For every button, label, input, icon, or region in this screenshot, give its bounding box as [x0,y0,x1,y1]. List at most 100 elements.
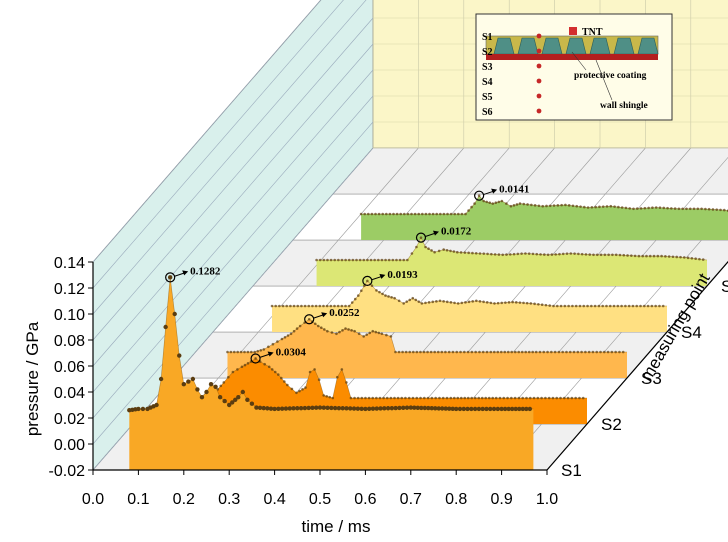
data-point [283,335,287,339]
data-point [690,256,694,260]
data-point [547,396,551,400]
data-point [679,255,682,259]
data-point [433,406,438,411]
data-point [467,209,470,212]
data-point [298,389,301,393]
data-point [617,205,620,209]
data-point [618,350,621,354]
data-point [543,253,546,256]
data-point [534,350,538,354]
grid-line-y [92,69,374,393]
data-point [377,258,380,262]
peak-label: 0.0252 [329,307,360,319]
series-s1: 0.1282 S1 [127,265,582,480]
z-axis-line [546,260,728,471]
data-point [517,396,521,400]
data-point [518,301,522,304]
data-point [395,258,398,262]
data-point [546,253,550,257]
data-point [455,350,459,354]
data-point [449,396,453,400]
data-point [630,254,633,257]
data-point [670,207,673,210]
data-point [158,376,164,382]
data-point [229,350,233,354]
data-point [276,340,279,343]
data-point [491,202,495,205]
data-point [493,302,496,305]
data-point [526,203,529,206]
data-point [240,389,246,395]
data-point [480,406,485,412]
data-point [283,380,286,383]
data-point [688,207,692,211]
data-point [394,350,397,354]
data-point [344,258,347,262]
data-point [532,396,536,400]
data-point [487,396,491,400]
data-point [154,402,159,408]
data-point [325,405,330,411]
inset-sensor-dot [536,33,542,39]
data-point [280,337,284,341]
data-point [316,324,320,328]
peak-marker [165,272,176,283]
data-point [481,350,485,354]
data-point [518,202,522,205]
data-point [510,350,514,354]
data-point [645,254,648,258]
data-point [624,206,628,210]
data-point [513,350,517,354]
data-point [544,396,547,400]
data-point [233,397,238,402]
data-point [340,368,344,371]
data-point [313,322,317,326]
data-point [315,258,318,262]
data-point [385,212,388,216]
data-point [236,395,241,400]
data-point [510,396,513,400]
data-point [347,304,351,308]
data-point [627,304,631,308]
data-point [661,304,665,308]
data-point [540,396,543,400]
inset-sensor-label: S5 [482,92,493,103]
data-point [263,362,266,366]
inset-sensor-dot [536,108,542,114]
data-point [525,396,528,400]
data-point [522,301,525,305]
data-point [611,253,614,257]
data-point [236,368,239,371]
data-point [540,303,544,307]
x-axis-title: time / ms [302,517,371,536]
data-point [388,212,392,216]
series-s6: 0.0141S6 [359,184,728,240]
data-point [571,304,574,308]
data-point [199,395,205,400]
data-point [571,204,575,208]
inset-sensor-label: S4 [482,77,493,88]
data-point [406,212,410,216]
data-point [624,304,627,308]
data-point [373,258,376,262]
data-point [643,304,646,308]
data-point [415,350,419,354]
data-point [586,206,590,209]
data-point [567,204,571,207]
inset-tnt-marker [569,27,577,35]
peak-arrowhead [321,312,328,318]
data-point [707,207,711,211]
data-point [499,350,503,354]
data-point [635,304,639,308]
data-point [351,258,355,262]
data-point [463,350,466,354]
inset-wall-shingle-layer [486,54,658,60]
data-point [374,212,377,216]
data-point [283,406,289,411]
data-point [581,396,585,400]
data-point [603,253,607,257]
data-point [402,258,406,262]
data-point [419,236,423,239]
data-point [340,304,344,308]
